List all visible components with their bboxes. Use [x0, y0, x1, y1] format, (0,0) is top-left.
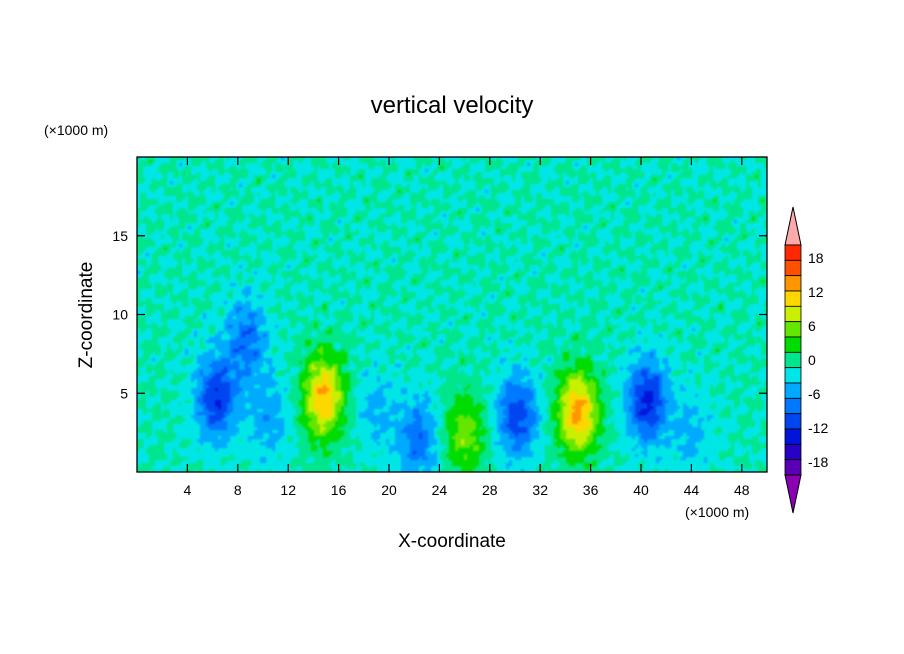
- x-ticks: 4 8 12 16 20 24 28 32 36 40 44 48: [184, 157, 750, 498]
- x-tick-label: 8: [234, 482, 242, 498]
- y-ticks: 5 10 15: [112, 228, 767, 401]
- colorbar-swatch: [784, 397, 802, 415]
- colorbar-swatch: [784, 275, 802, 292]
- colorbar-swatch: [784, 351, 802, 369]
- x-tick-label: 36: [583, 482, 599, 498]
- y-unit-label: (×1000 m): [44, 122, 108, 138]
- colorbar-swatch: [784, 259, 802, 277]
- x-tick-label: 44: [684, 482, 700, 498]
- colorbar-swatch: [784, 290, 802, 307]
- y-axis-label: Z-coordinate: [76, 262, 97, 369]
- velocity-field: [137, 157, 767, 472]
- x-tick-label: 32: [532, 482, 548, 498]
- colorbar-tick-label: 6: [808, 318, 816, 334]
- x-tick-label: 16: [331, 482, 347, 498]
- x-tick-label: 24: [432, 482, 448, 498]
- colorbar-low-arrow: [784, 474, 802, 514]
- colorbar-swatch: [784, 321, 802, 338]
- colorbar-swatch: [784, 367, 802, 384]
- colorbar-swatch: [784, 459, 802, 476]
- x-tick-label: 40: [633, 482, 649, 498]
- colorbar-tick-label: 0: [808, 352, 816, 368]
- colorbar-tick-label: -6: [808, 386, 821, 402]
- y-tick-label: 10: [112, 307, 128, 323]
- x-axis-label: X-coordinate: [398, 531, 506, 552]
- x-tick-label: 12: [280, 482, 296, 498]
- colorbar-swatch: [784, 305, 802, 323]
- colorbar-swatch: [784, 443, 802, 461]
- x-tick-label: 28: [482, 482, 498, 498]
- colorbar-high-arrow: [784, 206, 802, 246]
- colorbar-swatch: [784, 428, 802, 445]
- colorbar-swatch: [784, 244, 802, 261]
- x-unit-label: (×1000 m): [685, 504, 749, 520]
- colorbar-swatch: [784, 336, 802, 353]
- colorbar-swatch: [784, 382, 802, 399]
- y-tick-label: 15: [112, 228, 128, 244]
- chart-title: vertical velocity: [371, 92, 534, 119]
- colorbar: 18 12 6 0 -6 -12 -18: [784, 206, 828, 514]
- x-tick-label: 20: [381, 482, 397, 498]
- colorbar-tick-label: -18: [808, 454, 828, 470]
- x-tick-label: 4: [184, 482, 192, 498]
- colorbar-tick-label: 12: [808, 284, 824, 300]
- y-tick-label: 5: [120, 385, 128, 401]
- plot-field: [137, 157, 767, 472]
- colorbar-swatch: [784, 413, 802, 430]
- x-tick-label: 48: [734, 482, 750, 498]
- colorbar-tick-label: -12: [808, 420, 828, 436]
- colorbar-tick-label: 18: [808, 250, 824, 266]
